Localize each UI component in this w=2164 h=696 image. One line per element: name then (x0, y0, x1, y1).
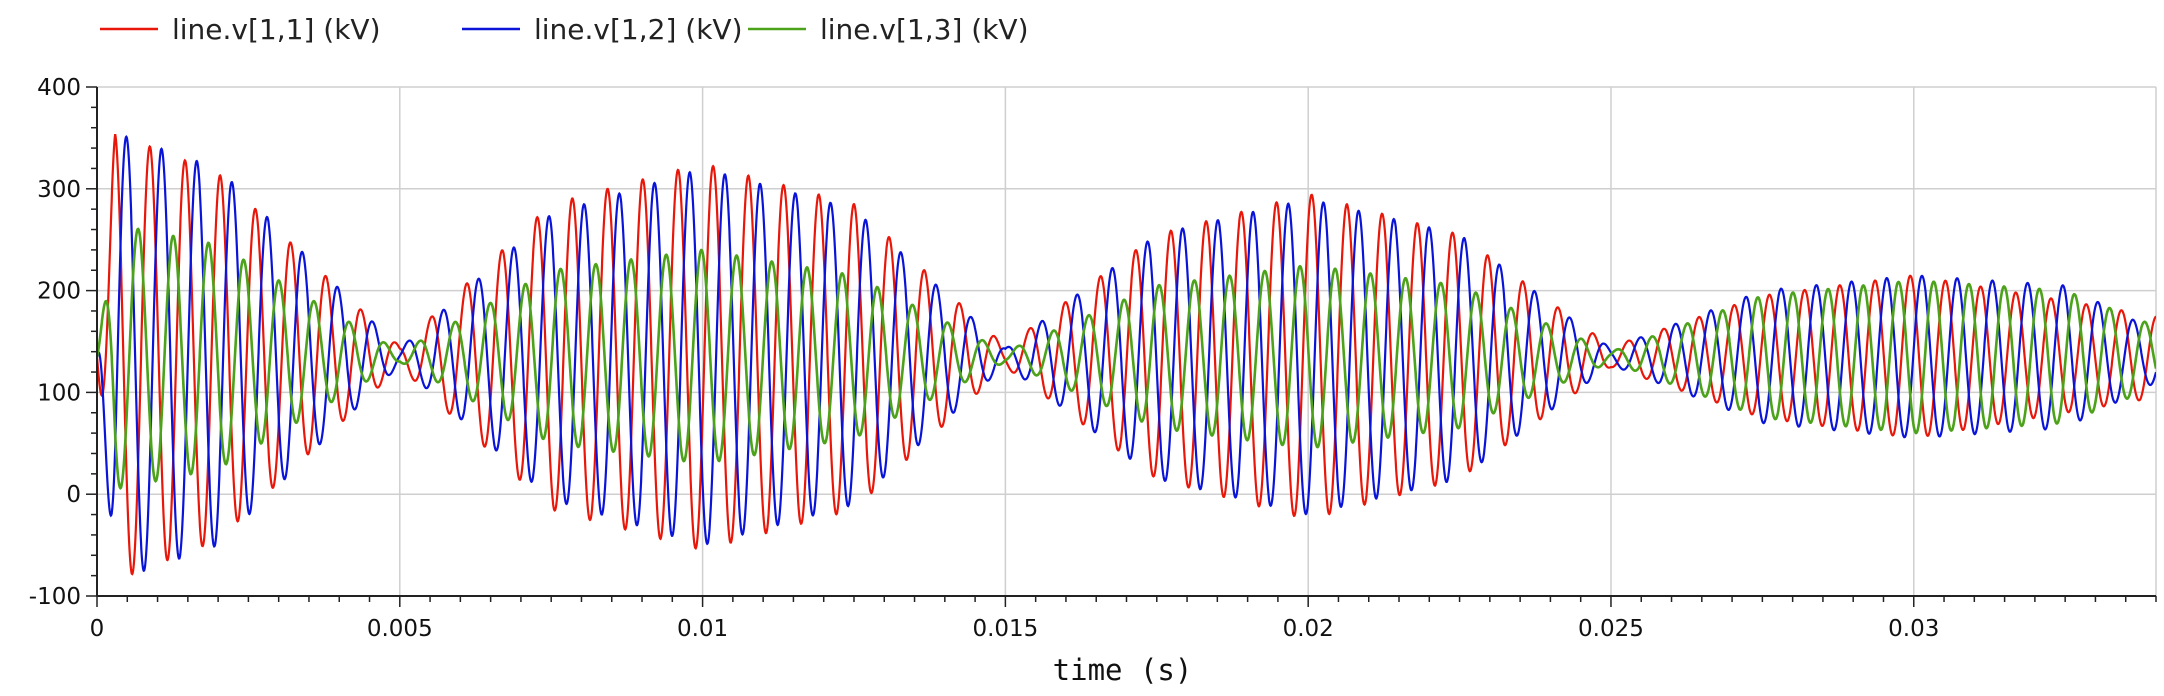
x-tick-label: 0.005 (367, 616, 433, 642)
legend-label: line.v[1,2] (kV) (534, 13, 743, 46)
grid-lines (97, 86, 2157, 596)
y-tick-label: 300 (37, 177, 81, 203)
legend-item-2[interactable]: line.v[1,2] (kV) (462, 13, 743, 46)
y-tick-label: 200 (37, 279, 81, 305)
x-axis-label: time (s) (1053, 653, 1193, 687)
legend-label: line.v[1,1] (kV) (172, 13, 381, 46)
y-tick-label: 400 (37, 75, 81, 101)
x-tick-label: 0 (90, 616, 105, 642)
y-tick-label: 100 (37, 380, 81, 406)
x-tick-label: 0.015 (972, 616, 1038, 642)
series-line-2 (97, 134, 2156, 573)
x-tick-label: 0.03 (1888, 616, 1939, 642)
y-tick-label: -100 (29, 584, 81, 610)
legend-item-3[interactable]: line.v[1,3] (kV) (748, 13, 1029, 46)
legend-item-1[interactable]: line.v[1,1] (kV) (100, 13, 381, 46)
series-line-3 (97, 227, 2156, 490)
x-tick-label: 0.01 (677, 616, 728, 642)
legend-label: line.v[1,3] (kV) (820, 13, 1029, 46)
x-tick-label: 0.02 (1283, 616, 1334, 642)
axes: 0 0.005 0.01 0.015 0.02 0.025 0.03 -100 0 100 200 3… (29, 75, 2157, 642)
y-tick-label: 0 (66, 482, 81, 508)
series-line-1 (97, 134, 2156, 576)
plot-area (97, 134, 2156, 576)
legend: line.v[1,1] (kV) line.v[1,2] (kV) line.v[1… (100, 13, 1029, 46)
x-tick-label: 0.025 (1578, 616, 1644, 642)
